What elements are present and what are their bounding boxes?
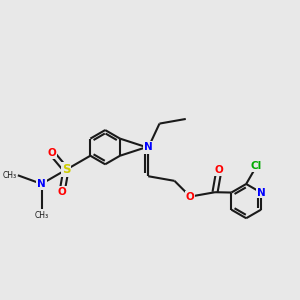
Text: Cl: Cl <box>251 161 262 171</box>
Text: N: N <box>256 188 266 197</box>
Text: O: O <box>47 148 56 158</box>
Text: N: N <box>144 142 153 152</box>
Text: S: S <box>62 163 70 176</box>
Text: O: O <box>214 165 223 175</box>
Text: O: O <box>58 187 67 197</box>
Text: O: O <box>186 192 195 202</box>
Text: N: N <box>37 179 46 189</box>
Text: N: N <box>144 143 153 153</box>
Text: CH₃: CH₃ <box>2 171 16 180</box>
Text: CH₃: CH₃ <box>34 211 49 220</box>
